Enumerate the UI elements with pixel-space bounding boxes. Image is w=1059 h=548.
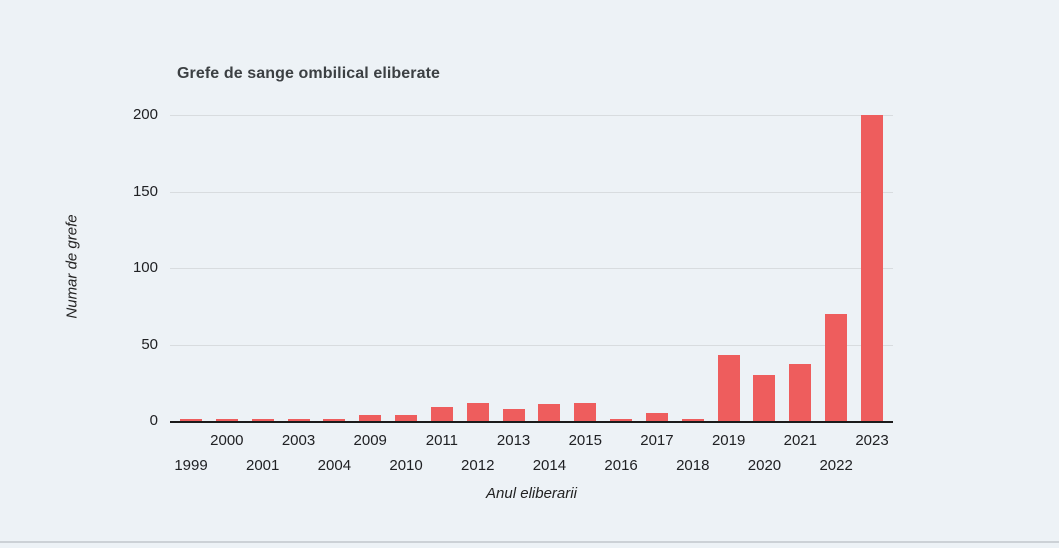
bar-2023[interactable]	[861, 115, 883, 421]
y-tick-label-50: 50	[141, 335, 158, 353]
x-tick-label-2000: 2000	[210, 432, 244, 449]
x-tick-label-1999: 1999	[174, 457, 208, 474]
x-tick-label-2011: 2011	[425, 432, 459, 449]
y-tick-label-0: 0	[149, 412, 158, 429]
bar-2001[interactable]	[251, 419, 274, 421]
bar-2003[interactable]	[287, 419, 310, 421]
bar-1999[interactable]	[180, 419, 202, 421]
x-tick-label-2017: 2017	[640, 432, 674, 449]
x-tick-label-2012: 2012	[461, 457, 495, 474]
bar-2022[interactable]	[825, 313, 848, 421]
gridline-100	[170, 268, 893, 269]
y-tick-label-100: 100	[132, 259, 158, 276]
bar-2014[interactable]	[538, 404, 561, 421]
x-tick-label-2020: 2020	[747, 457, 782, 474]
x-tick-label-2003: 2003	[281, 432, 316, 449]
x-tick-label-2016: 2016	[604, 457, 638, 474]
gridline-200	[170, 115, 893, 116]
x-tick-label-2001: 2001	[245, 457, 280, 474]
bar-2010[interactable]	[395, 414, 418, 421]
x-tick-label-2015: 2015	[568, 432, 602, 449]
x-tick-label-2018: 2018	[676, 457, 710, 474]
gridline-150	[170, 191, 893, 193]
bar-2011[interactable]	[430, 407, 453, 421]
bar-2018[interactable]	[681, 419, 704, 421]
bar-2017[interactable]	[645, 413, 668, 421]
bar-2004[interactable]	[323, 419, 346, 421]
x-tick-label-2019: 2019	[711, 432, 746, 449]
x-tick-label-2004: 2004	[317, 457, 352, 474]
bar-2015[interactable]	[574, 402, 597, 421]
bar-2020[interactable]	[753, 375, 776, 421]
x-axis-title: Anul eliberarii	[486, 485, 577, 502]
y-axis-title: Numar de grefe	[63, 214, 81, 319]
y-tick-label-150: 150	[132, 182, 158, 200]
plot-area	[170, 115, 893, 423]
y-tick-label-200: 200	[132, 106, 158, 123]
x-tick-label-2014: 2014	[532, 457, 567, 474]
x-tick-label-2021: 2021	[783, 432, 817, 449]
x-axis-line	[170, 421, 893, 423]
bar-2013[interactable]	[502, 408, 525, 421]
x-tick-label-2023: 2023	[855, 432, 889, 449]
x-tick-label-2009: 2009	[353, 432, 387, 449]
bar-2012[interactable]	[466, 402, 489, 421]
x-tick-label-2010: 2010	[389, 457, 423, 474]
x-tick-label-2013: 2013	[496, 432, 531, 449]
bar-2016[interactable]	[610, 419, 633, 421]
bar-2019[interactable]	[717, 355, 740, 421]
bottom-divider	[0, 541, 1059, 543]
x-tick-label-2022: 2022	[819, 457, 853, 474]
bar-2009[interactable]	[359, 414, 382, 421]
gridline-50	[170, 344, 893, 346]
chart-title: Grefe de sange ombilical eliberate	[177, 65, 441, 82]
bar-2000[interactable]	[215, 419, 238, 421]
bar-2021[interactable]	[789, 364, 812, 421]
